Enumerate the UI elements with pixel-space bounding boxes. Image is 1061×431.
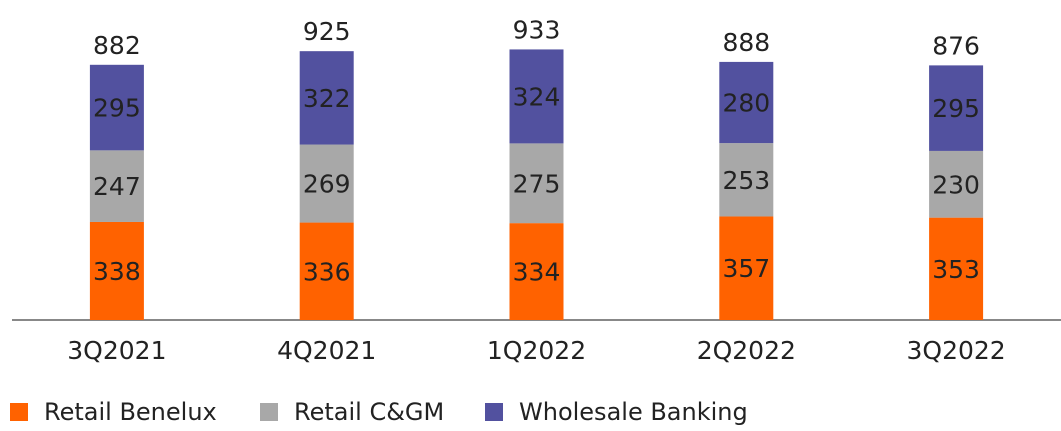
total-label: 888 bbox=[722, 28, 770, 57]
bar-segment bbox=[299, 222, 354, 320]
data-label: 253 bbox=[722, 166, 770, 195]
legend-swatch bbox=[260, 403, 278, 421]
data-label: 357 bbox=[722, 254, 770, 283]
bar-segment bbox=[719, 216, 774, 320]
data-label: 275 bbox=[513, 169, 561, 198]
bar-segment bbox=[89, 150, 144, 222]
bar-segment bbox=[929, 217, 984, 320]
total-label: 876 bbox=[932, 31, 980, 60]
bar-segment bbox=[719, 143, 774, 217]
bar-segment bbox=[509, 49, 564, 144]
bar-segment bbox=[299, 144, 354, 223]
total-label: 882 bbox=[93, 31, 141, 60]
legend-label: Retail Benelux bbox=[44, 398, 217, 426]
data-label: 334 bbox=[513, 258, 561, 287]
x-tick-label: 4Q2021 bbox=[277, 336, 376, 365]
data-label: 280 bbox=[722, 89, 770, 118]
x-tick-label: 3Q2021 bbox=[67, 336, 166, 365]
legend-label: Retail C&GM bbox=[294, 398, 444, 426]
bar-segment bbox=[509, 223, 564, 320]
x-tick-label: 1Q2022 bbox=[487, 336, 586, 365]
bar-segment bbox=[929, 150, 984, 218]
data-label: 336 bbox=[303, 257, 351, 286]
bar-segment bbox=[299, 51, 354, 145]
data-label: 295 bbox=[93, 94, 141, 123]
bar-segment bbox=[89, 64, 144, 151]
data-label: 353 bbox=[932, 255, 980, 284]
total-label: 925 bbox=[303, 17, 351, 46]
data-label: 247 bbox=[93, 172, 141, 201]
bar-segment bbox=[509, 143, 564, 224]
data-label: 324 bbox=[513, 82, 561, 111]
bar-segment bbox=[929, 65, 984, 151]
data-label: 295 bbox=[932, 94, 980, 123]
bar-segment bbox=[719, 61, 774, 144]
data-label: 322 bbox=[303, 84, 351, 113]
bar-segment bbox=[89, 221, 144, 320]
data-label: 269 bbox=[303, 170, 351, 199]
legend-swatch bbox=[485, 403, 503, 421]
legend-label: Wholesale Banking bbox=[519, 398, 748, 426]
total-label: 933 bbox=[513, 15, 561, 44]
data-label: 338 bbox=[93, 257, 141, 286]
legend-swatch bbox=[10, 403, 28, 421]
x-tick-label: 3Q2022 bbox=[906, 336, 1005, 365]
x-tick-label: 2Q2022 bbox=[697, 336, 796, 365]
data-label: 230 bbox=[932, 170, 980, 199]
